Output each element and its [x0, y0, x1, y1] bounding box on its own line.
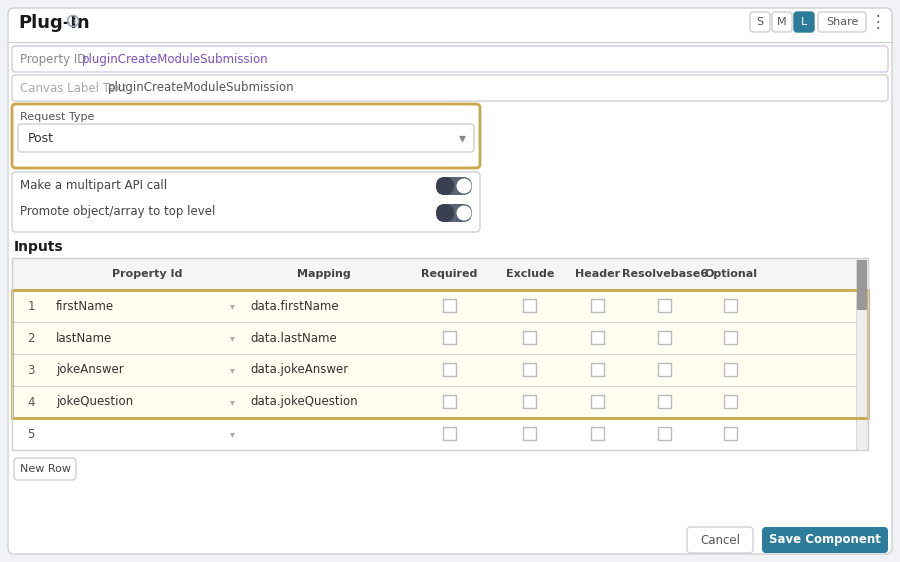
Bar: [12, 418, 868, 450]
Bar: [724, 299, 737, 312]
FancyBboxPatch shape: [436, 204, 472, 222]
Text: Header: Header: [575, 269, 620, 279]
Text: Canvas Label Text: Canvas Label Text: [20, 81, 127, 94]
Bar: [590, 427, 604, 440]
Text: pluginCreateModuleSubmission: pluginCreateModuleSubmission: [82, 52, 268, 66]
FancyBboxPatch shape: [14, 458, 76, 480]
Bar: [590, 363, 604, 376]
Text: Property ID: Property ID: [20, 52, 86, 66]
Text: Exclude: Exclude: [506, 269, 554, 279]
Bar: [856, 258, 868, 450]
Text: ▾: ▾: [459, 131, 466, 145]
Text: 3: 3: [27, 364, 35, 377]
Bar: [857, 260, 867, 310]
Bar: [12, 258, 868, 290]
Text: pluginCreateModuleSubmission: pluginCreateModuleSubmission: [108, 81, 294, 94]
Text: ▾: ▾: [230, 301, 234, 311]
Text: Cancel: Cancel: [700, 533, 740, 546]
Text: firstName: firstName: [56, 300, 114, 312]
FancyBboxPatch shape: [8, 8, 892, 554]
Text: Save Component: Save Component: [770, 533, 881, 546]
Bar: [658, 299, 671, 312]
Text: Property Id: Property Id: [112, 269, 182, 279]
Text: data.lastName: data.lastName: [250, 332, 337, 345]
FancyBboxPatch shape: [436, 177, 454, 195]
Text: Inputs: Inputs: [14, 240, 64, 254]
Bar: [443, 395, 455, 408]
Text: lastName: lastName: [56, 332, 112, 345]
Bar: [590, 299, 604, 312]
Text: M: M: [778, 17, 787, 27]
Bar: [724, 427, 737, 440]
Bar: [658, 395, 671, 408]
Text: data.firstName: data.firstName: [250, 300, 338, 312]
Text: Post: Post: [28, 132, 54, 144]
Text: 5: 5: [27, 428, 35, 441]
FancyBboxPatch shape: [772, 12, 792, 32]
Bar: [523, 299, 536, 312]
Bar: [12, 258, 868, 450]
Bar: [658, 331, 671, 344]
Text: Mapping: Mapping: [297, 269, 351, 279]
Text: Plug-In: Plug-In: [18, 14, 90, 32]
Bar: [658, 363, 671, 376]
Text: S: S: [756, 17, 763, 27]
Bar: [443, 299, 455, 312]
Circle shape: [456, 179, 472, 193]
FancyBboxPatch shape: [818, 12, 866, 32]
Bar: [12, 290, 868, 322]
Bar: [523, 427, 536, 440]
Bar: [724, 363, 737, 376]
Text: ▾: ▾: [230, 429, 234, 439]
FancyBboxPatch shape: [750, 12, 770, 32]
Text: ▾: ▾: [230, 397, 234, 407]
FancyBboxPatch shape: [12, 75, 888, 101]
Text: Promote object/array to top level: Promote object/array to top level: [20, 206, 215, 219]
Bar: [443, 331, 455, 344]
FancyBboxPatch shape: [18, 124, 474, 152]
Text: jokeAnswer: jokeAnswer: [56, 364, 124, 377]
Text: Resolvebase6: Resolvebase6: [622, 269, 708, 279]
Bar: [658, 427, 671, 440]
Text: ▾: ▾: [230, 333, 234, 343]
Bar: [443, 363, 455, 376]
FancyBboxPatch shape: [436, 177, 472, 195]
Bar: [12, 354, 868, 386]
Text: i: i: [72, 16, 74, 25]
Text: data.jokeAnswer: data.jokeAnswer: [250, 364, 348, 377]
Bar: [12, 386, 868, 418]
Bar: [12, 290, 868, 418]
Text: 1: 1: [27, 300, 35, 312]
FancyBboxPatch shape: [436, 204, 454, 222]
Text: Request Type: Request Type: [20, 112, 94, 122]
Bar: [523, 395, 536, 408]
Text: Make a multipart API call: Make a multipart API call: [20, 179, 167, 192]
Text: 2: 2: [27, 332, 35, 345]
Bar: [12, 322, 868, 354]
FancyBboxPatch shape: [687, 527, 753, 553]
FancyBboxPatch shape: [12, 46, 888, 72]
Text: L: L: [801, 17, 807, 27]
Text: New Row: New Row: [20, 464, 70, 474]
Text: ▾: ▾: [230, 365, 234, 375]
Bar: [724, 395, 737, 408]
Circle shape: [456, 206, 472, 220]
Bar: [724, 331, 737, 344]
FancyBboxPatch shape: [762, 527, 888, 553]
Bar: [590, 331, 604, 344]
Text: ⋮: ⋮: [869, 13, 886, 31]
FancyBboxPatch shape: [12, 172, 480, 232]
Text: 4: 4: [27, 396, 35, 409]
Bar: [523, 363, 536, 376]
FancyBboxPatch shape: [12, 104, 480, 168]
FancyBboxPatch shape: [794, 12, 814, 32]
Text: data.jokeQuestion: data.jokeQuestion: [250, 396, 357, 409]
Bar: [590, 395, 604, 408]
Text: Share: Share: [826, 17, 859, 27]
Text: jokeQuestion: jokeQuestion: [56, 396, 133, 409]
Bar: [443, 427, 455, 440]
Bar: [523, 331, 536, 344]
Text: Required: Required: [421, 269, 478, 279]
Text: Optional: Optional: [705, 269, 758, 279]
